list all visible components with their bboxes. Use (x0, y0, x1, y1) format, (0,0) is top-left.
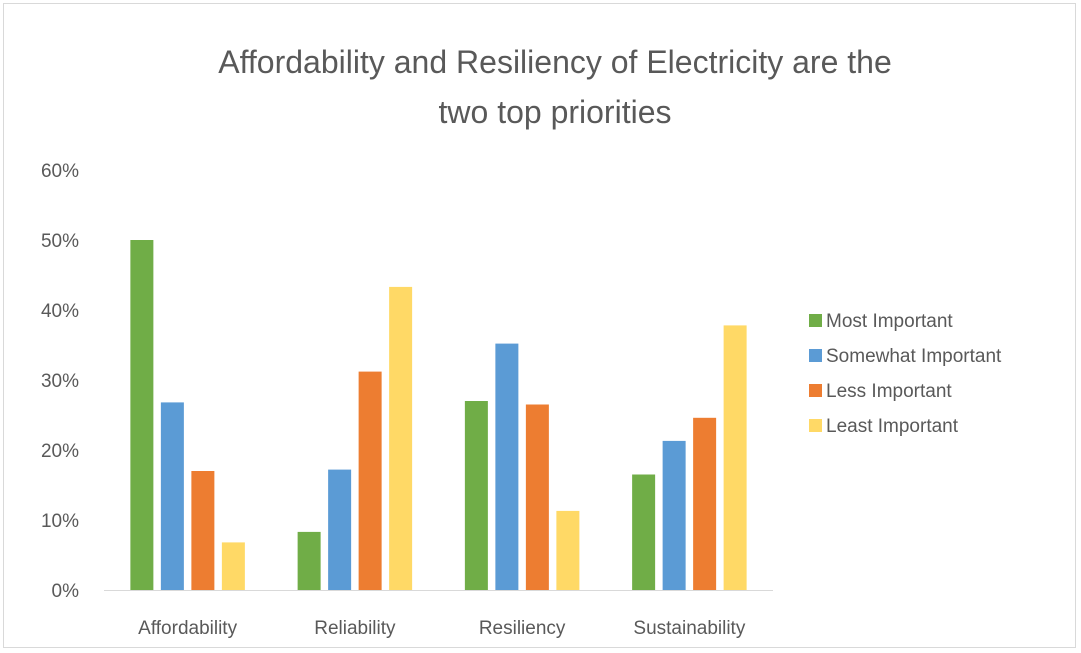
legend-swatch (809, 314, 822, 327)
y-tick-label: 0% (52, 581, 80, 602)
bar-somewhat-important-affordability (160, 402, 184, 590)
legend: Most Important Somewhat Important Less Imp… (809, 311, 1002, 437)
y-tick-label: 40% (41, 301, 79, 322)
bar-somewhat-important-sustainability (662, 440, 686, 590)
bar-somewhat-important-resiliency (495, 343, 519, 590)
y-tick-label: 20% (41, 441, 79, 462)
bar-somewhat-important-reliability (328, 469, 352, 590)
bar-least-important-sustainability (723, 325, 747, 590)
bar-less-important-sustainability (693, 417, 717, 590)
bar-chart: Affordability and Resiliency of Electric… (41, 44, 1002, 639)
bar-least-important-resiliency (556, 510, 580, 590)
x-tick-label: Reliability (314, 618, 396, 639)
legend-label: Less Important (826, 381, 952, 402)
bar-most-important-reliability (297, 531, 321, 590)
bars (130, 240, 747, 590)
bar-least-important-affordability (221, 542, 245, 590)
bar-less-important-affordability (191, 471, 215, 590)
x-tick-label: Sustainability (633, 618, 745, 639)
chart-title: Affordability and Resiliency of Electric… (218, 44, 892, 130)
y-tick-label: 50% (41, 231, 79, 252)
y-tick-label: 60% (41, 161, 79, 182)
chart-title-line-1: Affordability and Resiliency of Electric… (218, 44, 892, 80)
chart-frame: Affordability and Resiliency of Electric… (3, 3, 1076, 648)
legend-swatch (809, 384, 822, 397)
y-tick-label: 10% (41, 511, 79, 532)
legend-label: Least Important (826, 416, 959, 437)
legend-swatch (809, 419, 822, 432)
legend-swatch (809, 349, 822, 362)
bar-most-important-resiliency (464, 401, 488, 590)
bar-less-important-reliability (358, 371, 382, 590)
bar-least-important-reliability (389, 286, 413, 590)
chart-title-line-2: two top priorities (439, 94, 672, 130)
legend-label: Somewhat Important (826, 346, 1002, 367)
y-axis: 0% 10% 20% 30% 40% 50% 60% (41, 161, 79, 602)
x-tick-label: Resiliency (479, 618, 566, 639)
y-tick-label: 30% (41, 371, 79, 392)
bar-most-important-affordability (130, 240, 154, 590)
bar-most-important-sustainability (632, 474, 656, 590)
legend-label: Most Important (826, 311, 953, 332)
bar-less-important-resiliency (525, 404, 549, 590)
x-tick-label: Affordability (138, 618, 237, 639)
x-axis: Affordability Reliability Resiliency Sustai… (138, 618, 746, 639)
